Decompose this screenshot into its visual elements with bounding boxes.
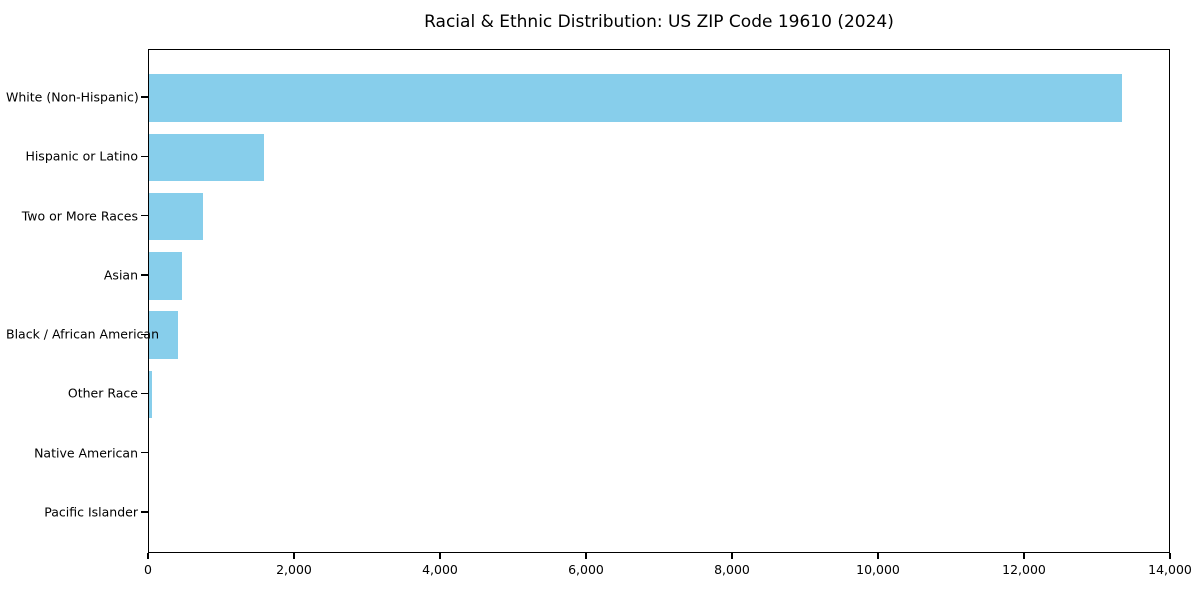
y-tick-mark	[141, 392, 148, 395]
y-tick-mark	[141, 333, 148, 335]
bar-black-african-american	[149, 311, 178, 359]
x-tick-label: 0	[144, 562, 152, 577]
y-tick-mark	[141, 511, 148, 513]
y-tick-label: Pacific Islander	[44, 504, 138, 520]
y-tick-mark	[141, 274, 148, 276]
bar-hispanic-or-latino	[149, 133, 264, 182]
y-tick-label: Other Race	[67, 385, 138, 401]
x-tick-mark	[293, 553, 295, 559]
x-tick-mark	[1023, 553, 1025, 559]
y-tick-mark	[141, 452, 148, 454]
y-tick-label: Asian	[103, 267, 138, 283]
x-tick-label: 14,000	[1148, 562, 1192, 577]
bar-other-race	[149, 370, 152, 419]
x-tick-label: 8,000	[714, 562, 750, 577]
y-tick-label: Native American	[34, 445, 138, 461]
y-tick-mark	[141, 96, 148, 98]
x-tick-label: 12,000	[1002, 562, 1046, 577]
x-tick-mark	[731, 553, 733, 559]
x-tick-mark	[877, 553, 879, 559]
y-tick-label: White (Non-Hispanic)	[6, 89, 139, 105]
bar-two-or-more-races	[149, 192, 204, 241]
x-tick-mark	[585, 553, 587, 559]
y-tick-label: Black / African American	[6, 326, 160, 342]
x-tick-label: 10,000	[856, 562, 900, 577]
x-tick-label: 2,000	[276, 562, 312, 577]
y-tick-label: Hispanic or Latino	[25, 148, 138, 164]
bar-white-non-hispanic	[149, 74, 1123, 122]
bar-asian	[149, 252, 183, 300]
x-tick-label: 6,000	[568, 562, 604, 577]
y-tick-mark	[141, 214, 148, 217]
chart-title: Racial & Ethnic Distribution: US ZIP Cod…	[424, 12, 894, 32]
y-tick-label: Two or More Races	[21, 208, 138, 224]
x-tick-mark	[147, 553, 149, 559]
x-tick-label: 4,000	[422, 562, 458, 577]
x-tick-mark	[1169, 553, 1171, 559]
x-tick-mark	[439, 553, 441, 559]
y-tick-mark	[141, 155, 148, 157]
plot-area	[148, 49, 1170, 553]
